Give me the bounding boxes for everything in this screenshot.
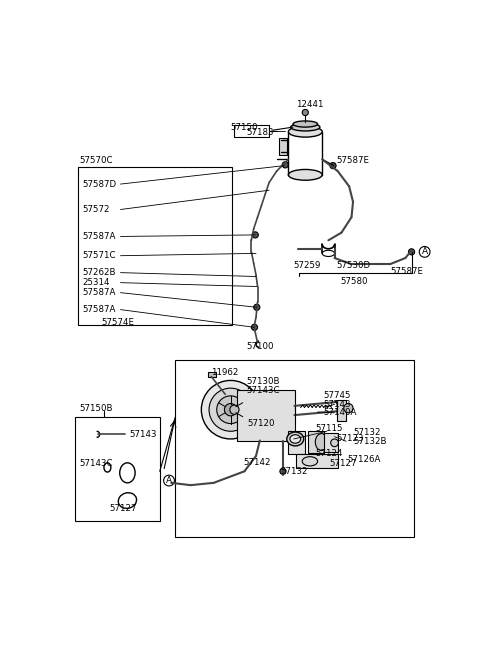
Text: 57142: 57142	[243, 458, 270, 466]
Bar	[208, 372, 216, 377]
Text: 57259: 57259	[294, 261, 321, 271]
Text: 57132: 57132	[281, 467, 308, 476]
Text: 57127: 57127	[329, 459, 357, 468]
Text: 57100: 57100	[246, 342, 274, 351]
Text: 57126A: 57126A	[348, 455, 381, 464]
Text: 57530D: 57530D	[336, 261, 370, 271]
Text: A: A	[421, 248, 428, 256]
Ellipse shape	[287, 432, 304, 446]
Text: 57572: 57572	[82, 205, 109, 214]
Ellipse shape	[315, 434, 328, 451]
Ellipse shape	[288, 170, 322, 180]
Text: 57127: 57127	[110, 504, 137, 513]
Circle shape	[164, 475, 174, 486]
Text: 57580: 57580	[340, 276, 368, 286]
Ellipse shape	[288, 126, 322, 137]
Circle shape	[408, 249, 415, 255]
Text: 12441: 12441	[296, 100, 324, 109]
Text: 57124: 57124	[315, 449, 343, 458]
Ellipse shape	[291, 123, 320, 131]
Bar	[308, 431, 324, 453]
Text: 57587E: 57587E	[336, 157, 369, 166]
Circle shape	[217, 396, 244, 424]
Circle shape	[230, 405, 239, 415]
Text: 25314: 25314	[82, 278, 109, 287]
Text: 57132: 57132	[354, 428, 381, 438]
Text: 57132B: 57132B	[354, 437, 387, 446]
Circle shape	[254, 304, 260, 310]
Text: 57115: 57115	[315, 424, 343, 434]
Ellipse shape	[293, 121, 318, 127]
Ellipse shape	[290, 435, 300, 443]
Text: 57587A: 57587A	[82, 288, 115, 297]
Bar	[296, 455, 338, 468]
Bar	[279, 138, 287, 155]
Text: 57587D: 57587D	[82, 179, 116, 189]
Circle shape	[330, 162, 336, 169]
Text: 57143: 57143	[129, 430, 156, 439]
Circle shape	[252, 232, 258, 238]
Text: 57123: 57123	[337, 434, 364, 443]
Text: 57587A: 57587A	[82, 232, 115, 241]
Text: A: A	[166, 476, 172, 485]
Circle shape	[280, 468, 286, 474]
Bar	[237, 390, 295, 441]
Text: 57571C: 57571C	[82, 252, 116, 260]
Circle shape	[302, 109, 308, 115]
Text: 57143C: 57143C	[246, 386, 279, 395]
Text: 57120: 57120	[248, 419, 275, 428]
Circle shape	[419, 246, 430, 257]
Bar	[324, 433, 337, 452]
Text: 57587A: 57587A	[82, 305, 115, 314]
Circle shape	[225, 403, 237, 416]
Circle shape	[209, 388, 252, 431]
Text: 57150B: 57150B	[79, 403, 112, 413]
Bar	[288, 431, 305, 455]
Text: 57570C: 57570C	[80, 157, 113, 166]
Text: 57183: 57183	[246, 128, 274, 137]
Text: 57150: 57150	[230, 122, 258, 132]
Text: 57143: 57143	[323, 400, 350, 409]
Bar	[175, 360, 414, 536]
Text: 57587E: 57587E	[390, 267, 423, 276]
Text: 57574E: 57574E	[101, 318, 134, 328]
Text: 11962: 11962	[211, 368, 239, 377]
Ellipse shape	[302, 457, 318, 466]
Circle shape	[201, 381, 260, 439]
Circle shape	[282, 162, 288, 168]
Circle shape	[252, 324, 258, 330]
Text: 57143C: 57143C	[79, 459, 112, 468]
Text: 57745: 57745	[323, 391, 350, 400]
Circle shape	[331, 439, 338, 447]
Bar	[75, 417, 160, 521]
Circle shape	[344, 403, 353, 413]
Text: 57262B: 57262B	[82, 268, 116, 277]
Text: 57140A: 57140A	[323, 408, 356, 417]
Text: 57130B: 57130B	[246, 377, 279, 386]
Bar	[78, 167, 232, 325]
Bar	[234, 125, 269, 137]
Bar	[337, 400, 346, 421]
